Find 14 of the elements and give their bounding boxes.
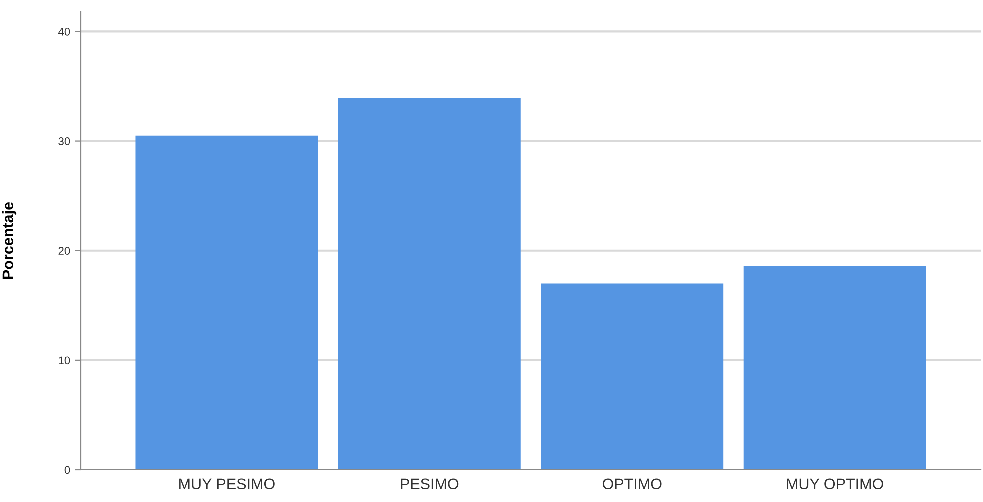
x-tick-label: PESIMO	[401, 478, 459, 490]
y-tick-label: 30	[58, 138, 70, 146]
y-tick-label: 0	[64, 466, 70, 474]
x-tick-label: OPTIMO	[602, 478, 662, 490]
bar	[338, 98, 521, 470]
y-axis-title: Porcentaje	[2, 202, 17, 280]
bar	[541, 284, 724, 470]
y-tick-label: 10	[59, 356, 70, 365]
bar	[136, 136, 318, 470]
x-tick-label: MUY PESIMO	[180, 478, 275, 490]
y-tick-label: 40	[58, 28, 70, 36]
bar	[744, 266, 926, 470]
x-tick-label: MUY OPTIMO	[787, 478, 884, 490]
y-tick-label: 20	[58, 247, 70, 255]
